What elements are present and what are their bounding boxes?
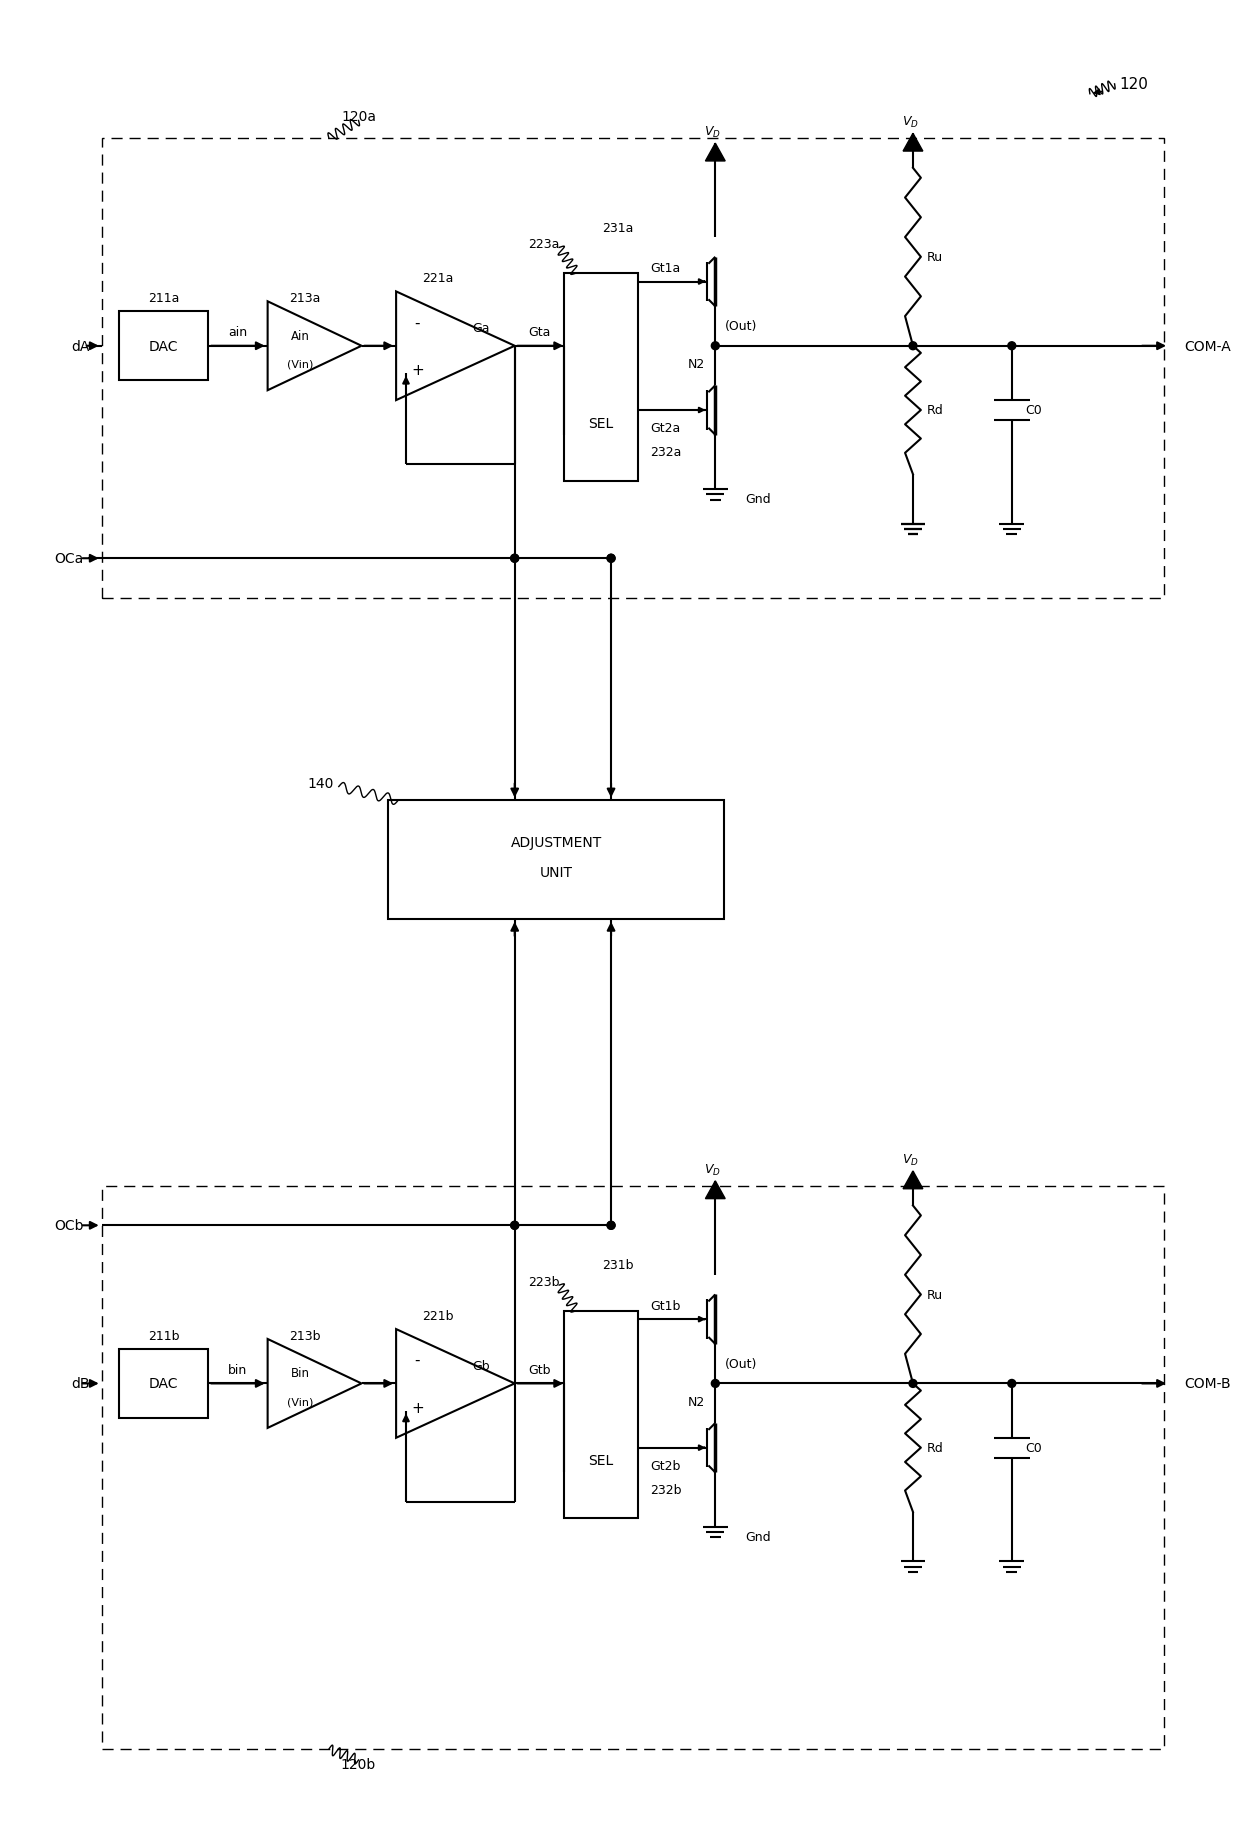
Text: +: +	[412, 1400, 424, 1415]
Circle shape	[608, 554, 615, 564]
Bar	[102, 1186, 1164, 1749]
Text: Bin: Bin	[291, 1367, 310, 1380]
Text: 221b: 221b	[422, 1308, 454, 1321]
Text: 231b: 231b	[601, 1259, 634, 1272]
Text: DAC: DAC	[149, 1376, 179, 1391]
Polygon shape	[903, 1171, 923, 1190]
Circle shape	[712, 1380, 719, 1387]
Text: 211b: 211b	[148, 1329, 180, 1341]
Text: +: +	[412, 362, 424, 379]
Text: Gt1b: Gt1b	[650, 1299, 681, 1312]
Text: N2: N2	[688, 1394, 706, 1407]
Text: 120a: 120a	[341, 110, 376, 124]
Text: $V_D$: $V_D$	[901, 1153, 919, 1168]
Text: -: -	[414, 1352, 420, 1367]
Text: Gta: Gta	[528, 326, 551, 339]
Text: Gnd: Gnd	[745, 1530, 770, 1543]
Circle shape	[608, 1222, 615, 1230]
Text: ain: ain	[228, 326, 248, 339]
Text: Rd: Rd	[926, 1442, 944, 1455]
Text: 232a: 232a	[650, 447, 682, 459]
Text: 232b: 232b	[650, 1482, 682, 1495]
Text: Ru: Ru	[926, 1288, 942, 1301]
Text: Ga: Ga	[472, 322, 490, 335]
Text: COM-A: COM-A	[1184, 340, 1230, 353]
Text: UNIT: UNIT	[539, 866, 573, 878]
Text: bin: bin	[228, 1363, 248, 1376]
Bar	[388, 802, 724, 919]
Text: COM-B: COM-B	[1184, 1376, 1230, 1391]
Text: Gb: Gb	[472, 1360, 490, 1372]
Text: (Out): (Out)	[725, 1358, 758, 1371]
Text: Gt1a: Gt1a	[650, 262, 681, 274]
Bar	[102, 139, 1164, 598]
Bar	[119, 311, 208, 381]
Text: Gt2a: Gt2a	[650, 423, 681, 436]
Text: Gt2b: Gt2b	[650, 1459, 681, 1471]
Circle shape	[511, 1222, 518, 1230]
Text: C0: C0	[1025, 404, 1043, 417]
Circle shape	[608, 554, 615, 564]
Circle shape	[608, 1222, 615, 1230]
Circle shape	[511, 554, 518, 564]
Text: Ain: Ain	[291, 329, 310, 342]
Bar	[564, 274, 639, 481]
Bar	[564, 1310, 639, 1519]
Circle shape	[1008, 342, 1016, 351]
Text: Gtb: Gtb	[528, 1363, 551, 1376]
Circle shape	[712, 342, 719, 351]
Text: -: -	[414, 315, 420, 329]
Polygon shape	[903, 134, 923, 152]
Bar	[119, 1349, 208, 1418]
Text: DAC: DAC	[149, 340, 179, 353]
Text: $V_D$: $V_D$	[901, 115, 919, 130]
Text: Rd: Rd	[926, 404, 944, 417]
Text: N2: N2	[688, 359, 706, 371]
Text: $V_D$: $V_D$	[704, 1162, 720, 1177]
Text: 223b: 223b	[528, 1276, 559, 1288]
Text: 213b: 213b	[289, 1329, 321, 1341]
Text: (Vin): (Vin)	[288, 1396, 314, 1407]
Text: 140: 140	[308, 776, 334, 791]
Text: Ru: Ru	[926, 251, 942, 264]
Polygon shape	[706, 145, 725, 161]
Text: (Vin): (Vin)	[288, 359, 314, 370]
Circle shape	[511, 554, 518, 564]
Text: 120: 120	[1120, 77, 1148, 92]
Circle shape	[1008, 1380, 1016, 1387]
Text: 120b: 120b	[341, 1757, 376, 1771]
Circle shape	[511, 1222, 518, 1230]
Text: $V_D$: $V_D$	[704, 124, 720, 141]
Circle shape	[909, 1380, 916, 1387]
Text: 211a: 211a	[148, 291, 180, 304]
Text: 231a: 231a	[601, 221, 634, 234]
Text: SEL: SEL	[589, 1453, 614, 1468]
Circle shape	[909, 342, 916, 351]
Text: SEL: SEL	[589, 415, 614, 430]
Text: C0: C0	[1025, 1442, 1043, 1455]
Text: dB: dB	[71, 1376, 89, 1391]
Text: (Out): (Out)	[725, 320, 758, 333]
Polygon shape	[706, 1180, 725, 1199]
Text: 221a: 221a	[422, 273, 454, 285]
Text: dA: dA	[72, 340, 89, 353]
Text: 223a: 223a	[528, 238, 559, 251]
Text: OCb: OCb	[55, 1219, 84, 1233]
Text: Gnd: Gnd	[745, 492, 770, 507]
Text: ADJUSTMENT: ADJUSTMENT	[511, 836, 601, 849]
Text: OCa: OCa	[55, 553, 84, 565]
Text: 213a: 213a	[289, 291, 321, 304]
